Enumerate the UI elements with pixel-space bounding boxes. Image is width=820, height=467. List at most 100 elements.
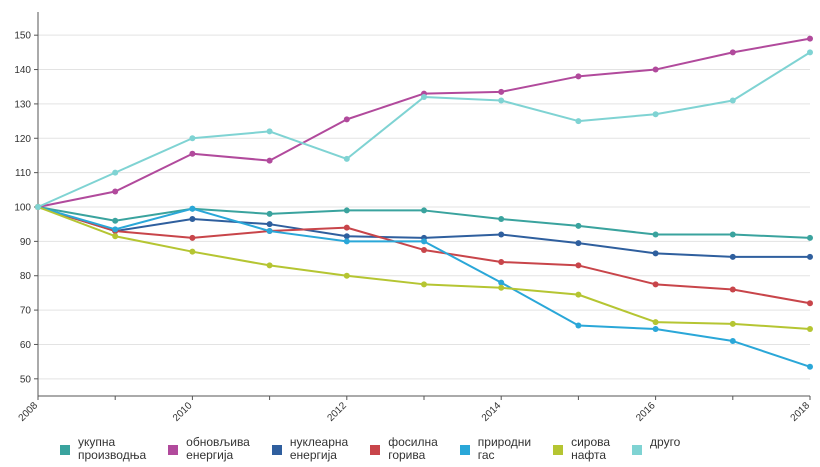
- legend-label: сирова нафта: [571, 435, 611, 462]
- legend-item: нуклеарна енергија: [271, 435, 349, 467]
- data-point: [729, 253, 736, 260]
- data-point: [266, 221, 273, 228]
- series-line: [37, 37, 811, 208]
- data-point: [575, 222, 582, 229]
- data-point: [498, 97, 505, 104]
- data-point: [575, 262, 582, 269]
- y-axis-ticks: 50 60 70 80 90 100 110 120 130 140 150: [14, 31, 38, 385]
- data-point: [112, 217, 119, 224]
- legend-label: укупна производња: [78, 435, 147, 462]
- data-point: [421, 94, 427, 101]
- data-point: [652, 319, 659, 326]
- data-point: [266, 210, 273, 217]
- legend-swatch: [271, 445, 282, 455]
- x-tick-label: 2010: [171, 400, 195, 424]
- data-point: [189, 205, 196, 212]
- data-point: [729, 320, 736, 327]
- x-axis-ticks: 2008 2010 2012 2014 2016 2018: [17, 396, 813, 424]
- series-group: [35, 35, 813, 210]
- legend-label: фосилна горива: [388, 435, 438, 462]
- data-point: [498, 284, 505, 291]
- y-tick-label: 50: [20, 374, 32, 385]
- y-tick-label: 120: [14, 134, 31, 145]
- legend-item: обновљива енергија: [168, 436, 250, 467]
- y-tick-label: 70: [20, 306, 32, 317]
- x-tick-label: 2018: [789, 400, 813, 424]
- data-point: [421, 246, 427, 253]
- data-point: [807, 253, 813, 260]
- data-point: [652, 325, 659, 332]
- data-point: [652, 250, 659, 257]
- data-point: [189, 150, 196, 157]
- data-point: [498, 88, 505, 95]
- y-tick-label: 80: [20, 271, 32, 282]
- data-point: [807, 49, 813, 56]
- data-point: [421, 238, 427, 245]
- data-point: [343, 116, 350, 123]
- data-point: [343, 224, 350, 231]
- data-point: [807, 325, 813, 332]
- data-point: [266, 157, 273, 164]
- legend-item: укупна производња: [60, 436, 146, 467]
- y-tick-label: 110: [15, 168, 31, 179]
- data-point: [807, 35, 813, 42]
- data-point: [729, 231, 736, 238]
- data-point: [575, 240, 582, 247]
- y-tick-label: 150: [14, 31, 31, 42]
- data-point: [266, 128, 273, 135]
- data-point: [575, 118, 582, 125]
- data-point: [35, 204, 41, 210]
- data-point: [729, 49, 736, 56]
- data-point: [652, 231, 659, 238]
- y-tick-label: 130: [14, 99, 31, 110]
- data-point: [343, 155, 350, 162]
- legend-swatch: [370, 445, 381, 455]
- data-point: [807, 234, 813, 241]
- legend: укупна производња обновљива енергија нукле…: [60, 436, 820, 467]
- data-point: [729, 286, 736, 293]
- data-point: [807, 300, 813, 307]
- x-tick-label: 2008: [17, 400, 41, 424]
- x-tick-label: 2014: [480, 400, 504, 424]
- data-point: [575, 322, 582, 329]
- data-point: [112, 169, 119, 176]
- data-point: [498, 258, 505, 265]
- series-lines: [35, 35, 813, 370]
- data-point: [343, 207, 350, 214]
- data-point: [343, 233, 350, 240]
- legend-swatch: [632, 445, 643, 455]
- legend-label: нуклеарна енергија: [289, 435, 349, 462]
- data-point: [112, 233, 119, 240]
- data-point: [652, 281, 659, 288]
- data-point: [189, 248, 196, 255]
- legend-swatch: [459, 445, 470, 455]
- grid-lines: [38, 34, 810, 380]
- y-tick-label: 100: [14, 203, 31, 214]
- legend-label: природни гас: [477, 435, 532, 462]
- data-point: [498, 216, 505, 223]
- legend-item: фосилна горива: [370, 436, 438, 467]
- data-point: [575, 291, 582, 298]
- data-point: [729, 97, 736, 104]
- data-point: [266, 228, 273, 235]
- data-point: [652, 66, 659, 73]
- data-point: [421, 207, 427, 214]
- data-point: [343, 272, 350, 279]
- data-point: [189, 234, 196, 241]
- legend-swatch: [168, 445, 179, 455]
- legend-swatch: [553, 445, 564, 455]
- legend-item: друго: [632, 436, 680, 467]
- y-tick-label: 140: [14, 65, 31, 76]
- series-group: [35, 49, 813, 210]
- data-point: [498, 279, 505, 286]
- y-tick-label: 60: [20, 340, 32, 351]
- legend-label: обновљива енергија: [186, 435, 250, 462]
- data-point: [189, 135, 196, 142]
- data-point: [575, 73, 582, 80]
- legend-label: друго: [650, 435, 681, 449]
- y-tick-label: 90: [20, 237, 32, 248]
- legend-item: сирова нафта: [553, 436, 610, 467]
- data-point: [266, 262, 273, 269]
- data-point: [189, 216, 196, 223]
